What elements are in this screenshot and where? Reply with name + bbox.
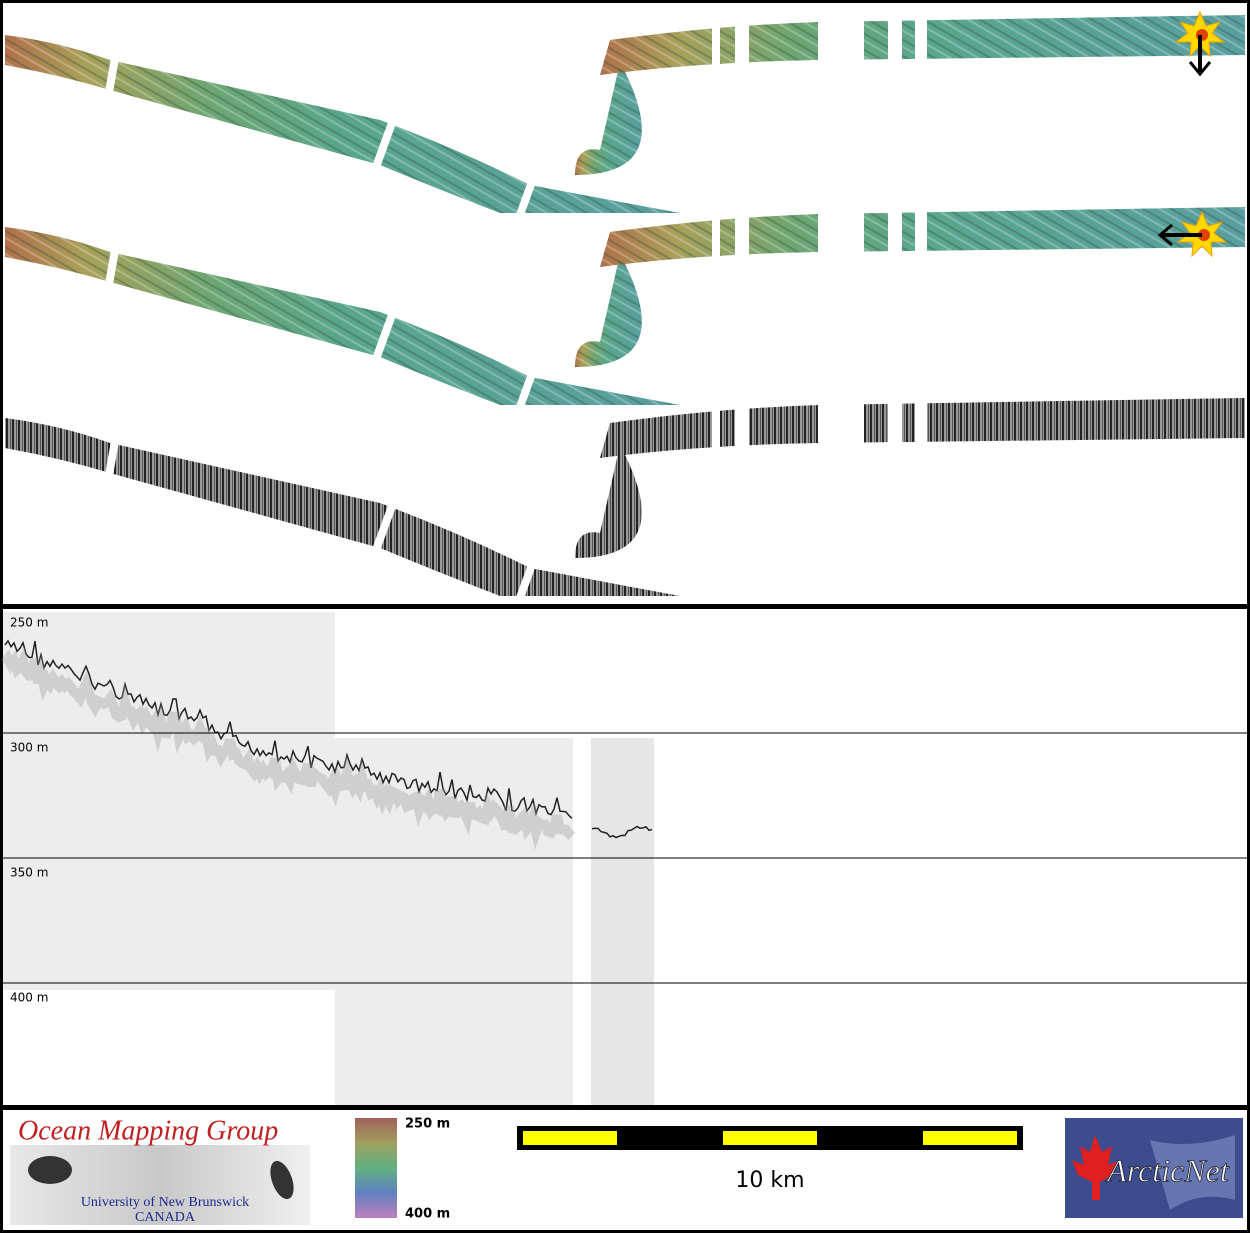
arcticnet-logo: ArcticNet (1065, 1118, 1243, 1218)
scale-bar: 10 km (517, 1126, 1023, 1193)
event-marker (1157, 210, 1228, 258)
seafloor-echo (1, 647, 576, 851)
scale-label: 10 km (735, 1168, 804, 1193)
depth-label: 350 m (10, 866, 48, 880)
seafloor-echo (4, 639, 573, 819)
depth-label: 250 m (10, 616, 48, 630)
backscatter-swath (5, 393, 1245, 603)
arcticnet-label: ArcticNet (1105, 1152, 1230, 1188)
bathymetry-swath (5, 202, 1245, 412)
logo-title: Ocean Mapping Group (18, 1115, 278, 1146)
seafloor-echo (591, 825, 653, 839)
subbottom-profile: 250 m 300 m 350 m 400 m (1, 612, 1247, 1106)
separator (0, 604, 1250, 609)
depth-label: 300 m (10, 741, 48, 755)
colorbar-label: 250 m (405, 1117, 450, 1132)
logo-university: University of New Brunswick (81, 1195, 249, 1210)
colorbar-label: 400 m (405, 1207, 450, 1222)
logo-country: CANADA (135, 1210, 196, 1225)
omg-logo: Ocean Mapping Group University of New Br… (10, 1115, 310, 1225)
depth-label: 400 m (10, 991, 48, 1005)
bathymetry-swath (5, 10, 1245, 220)
separator (0, 1105, 1250, 1110)
colorbar: 250 m 400 m (355, 1117, 450, 1222)
event-marker (1174, 10, 1226, 77)
